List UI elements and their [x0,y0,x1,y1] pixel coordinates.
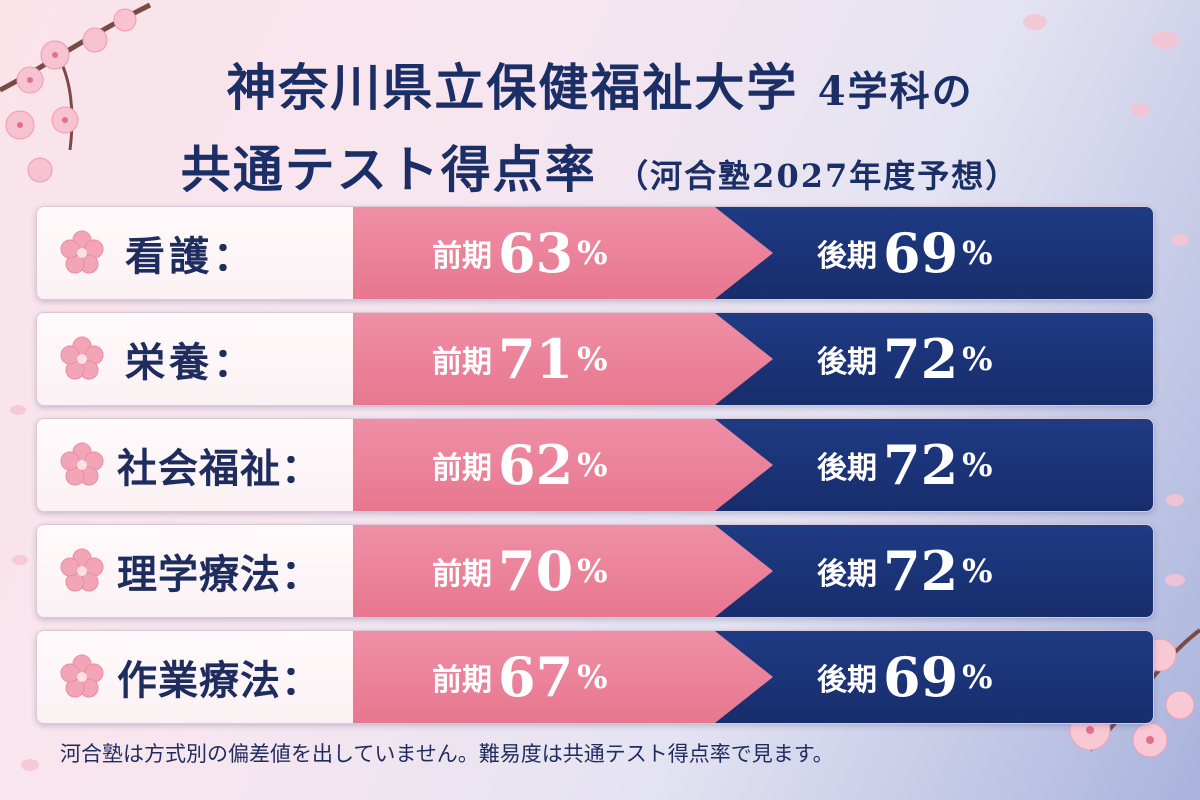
late-term-value: 後期 72 % [817,419,993,511]
early-term-label: 前期 [432,345,492,380]
early-term-label: 前期 [432,557,492,592]
university-name: 神奈川県立保健福祉大学 [226,58,799,117]
late-term-value: 後期 72 % [817,525,993,617]
department-cell: 理学療法： [37,525,353,617]
early-term-cell [353,313,773,405]
early-term-label: 前期 [432,451,492,486]
early-term-score: 71 [498,327,574,391]
table-row: 作業療法： 前期 67 % 後期 69 % [36,630,1154,724]
page-title-line-2: 共通テスト得点率 （河合塾2027年度予想） [0,130,1200,202]
subject-title: 共通テスト得点率 [180,140,597,199]
early-term-value: 前期 67 % [432,631,608,723]
early-term-label: 前期 [432,239,492,274]
source-note: （河合塾2027年度予想） [616,157,1020,195]
late-term-value: 後期 69 % [817,207,993,299]
late-term-score: 72 [883,327,959,391]
table-row: 社会福祉： 前期 62 % 後期 72 % [36,418,1154,512]
cherry-blossom-branch-top-left [0,2,152,183]
early-term-score: 67 [498,645,574,709]
department-label: 理学療法： [117,551,322,598]
early-term-cell [353,419,773,511]
department-cell: 看護： [37,207,353,299]
sakura-flower-icon [60,442,104,486]
late-term-cell [697,207,1153,299]
percent-unit: % [962,658,993,696]
percent-unit: % [962,446,993,484]
percent-unit: % [577,234,608,272]
sakura-flower-icon [60,230,104,274]
sakura-flower-icon [60,654,104,698]
percent-unit: % [962,234,993,272]
early-term-label: 前期 [432,663,492,698]
late-term-score: 69 [883,221,959,285]
late-term-cell [697,525,1153,617]
early-term-cell [353,525,773,617]
table-row: 栄養： 前期 71 % 後期 72 % [36,312,1154,406]
early-term-score: 70 [498,539,574,603]
early-term-cell [353,631,773,723]
percent-unit: % [577,340,608,378]
late-term-label: 後期 [817,663,877,698]
early-term-value: 前期 62 % [432,419,608,511]
department-count: 4学科の [817,68,974,115]
percent-unit: % [577,552,608,590]
early-term-value: 前期 63 % [432,207,608,299]
late-term-label: 後期 [817,451,877,486]
department-cell: 社会福祉： [37,419,353,511]
late-term-score: 72 [883,539,959,603]
late-term-score: 72 [883,433,959,497]
department-label: 作業療法： [117,657,322,704]
department-label: 看護： [125,233,257,280]
percent-unit: % [577,446,608,484]
sakura-flower-icon [60,336,104,380]
late-term-cell [697,313,1153,405]
late-term-cell [697,631,1153,723]
department-label: 社会福祉： [117,445,322,492]
score-table: 看護： 前期 63 % 後期 69 % 栄養： 前期 [36,206,1154,736]
late-term-label: 後期 [817,239,877,274]
late-term-label: 後期 [817,345,877,380]
late-term-cell [697,419,1153,511]
percent-unit: % [962,552,993,590]
footnote: 河合塾は方式別の偏差値を出していません。難易度は共通テスト得点率で見ます。 [60,742,834,766]
early-term-score: 62 [498,433,574,497]
percent-unit: % [577,658,608,696]
department-cell: 栄養： [37,313,353,405]
page-title-line-1: 神奈川県立保健福祉大学 4学科の [0,48,1200,120]
table-row: 看護： 前期 63 % 後期 69 % [36,206,1154,300]
early-term-value: 前期 71 % [432,313,608,405]
early-term-value: 前期 70 % [432,525,608,617]
percent-unit: % [962,340,993,378]
sakura-flower-icon [60,548,104,592]
table-row: 理学療法： 前期 70 % 後期 72 % [36,524,1154,618]
early-term-score: 63 [498,221,574,285]
late-term-score: 69 [883,645,959,709]
department-label: 栄養： [125,339,257,386]
department-cell: 作業療法： [37,631,353,723]
late-term-value: 後期 72 % [817,313,993,405]
late-term-value: 後期 69 % [817,631,993,723]
early-term-cell [353,207,773,299]
late-term-label: 後期 [817,557,877,592]
